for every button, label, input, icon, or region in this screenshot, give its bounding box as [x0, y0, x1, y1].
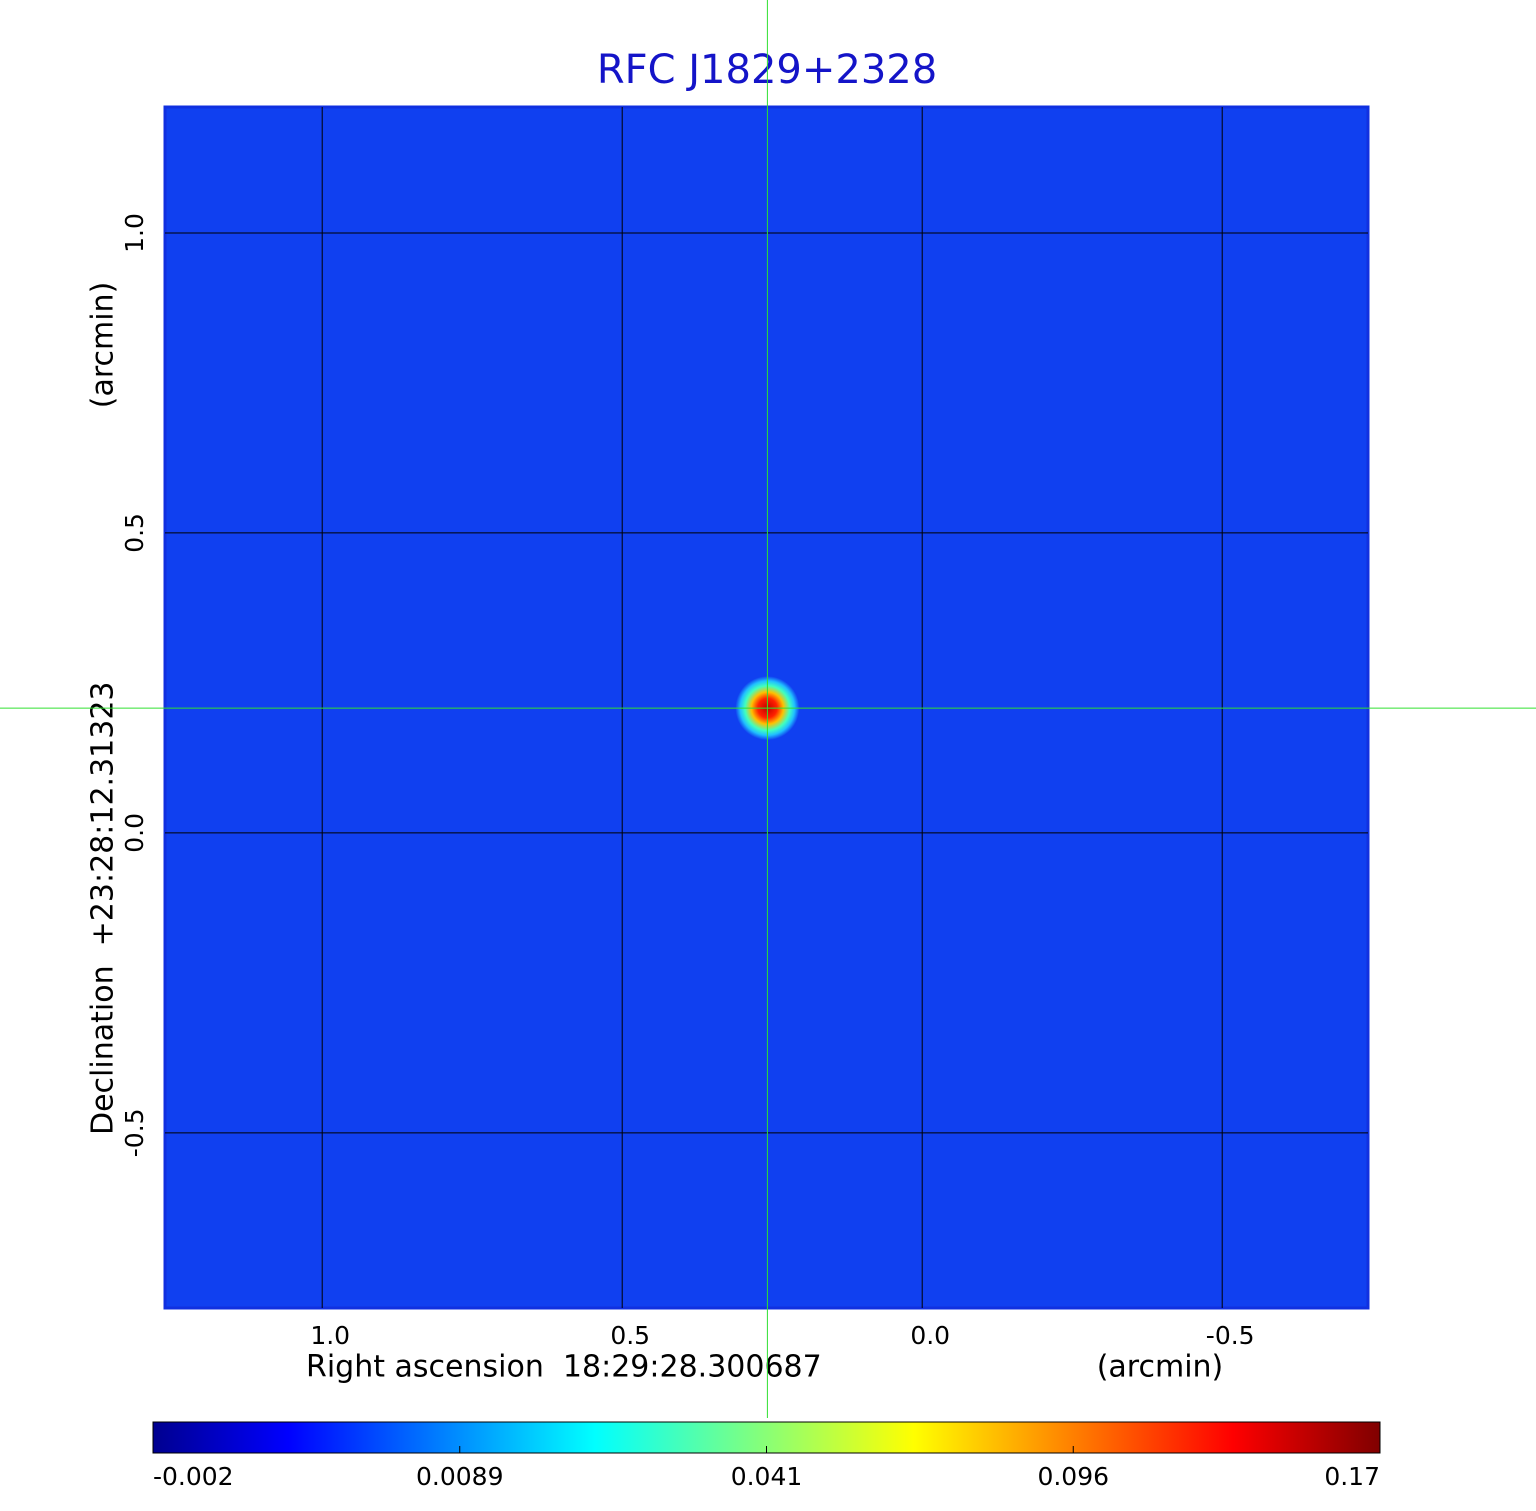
y-tick-label: -0.5: [120, 1108, 149, 1157]
colorbar-tick-label: 0.0089: [416, 1462, 503, 1491]
colorbar-tick-label: -0.002: [153, 1462, 234, 1491]
y-tick-label: 0.5: [120, 513, 149, 553]
x-tick-label: 0.5: [610, 1321, 650, 1350]
colorbar-tick-label: 0.096: [1037, 1462, 1109, 1491]
colorbar-tick-label: 0.041: [731, 1462, 803, 1491]
y-axis-unit: (arcmin): [86, 282, 121, 409]
x-tick-label: 1.0: [310, 1321, 350, 1350]
x-axis-label: Right ascension 18:29:28.300687: [306, 1350, 822, 1385]
x-tick-label: 0.0: [910, 1321, 950, 1350]
x-tick-label: -0.5: [1206, 1321, 1255, 1350]
y-tick-label: 1.0: [120, 213, 149, 253]
x-axis-unit: (arcmin): [1097, 1350, 1224, 1385]
y-tick-label: 0.0: [120, 813, 149, 853]
y-axis-label: Declination +23:28:12.31323: [86, 681, 121, 1135]
colorbar-tick-label: 0.17: [1324, 1462, 1380, 1491]
